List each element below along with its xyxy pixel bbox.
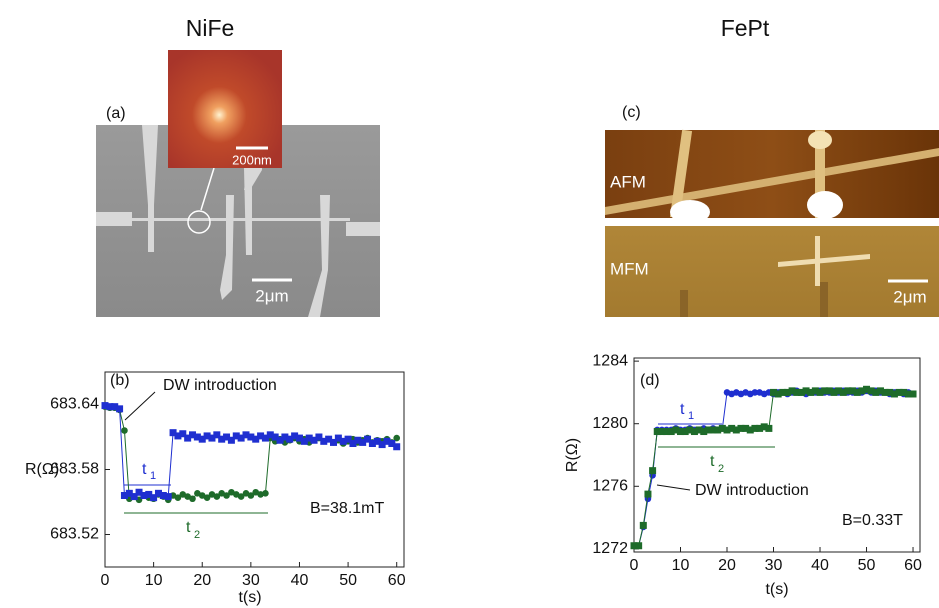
t1-sub: 1 bbox=[150, 470, 156, 482]
x-tick-label: 0 bbox=[101, 572, 110, 589]
point bbox=[910, 390, 917, 397]
x-tick-label: 50 bbox=[858, 557, 876, 574]
point bbox=[121, 427, 128, 434]
y-tick-label: 683.52 bbox=[50, 526, 99, 543]
scale-label: 2μm bbox=[893, 287, 926, 306]
y-tick-label: 1284 bbox=[592, 352, 628, 369]
panel-label: (d) bbox=[640, 372, 660, 389]
panel-label: (c) bbox=[622, 104, 641, 121]
x-tick-label: 10 bbox=[145, 572, 163, 589]
x-tick-label: 10 bbox=[672, 557, 690, 574]
point bbox=[393, 443, 400, 450]
x-axis-label: t(s) bbox=[765, 581, 788, 598]
y-tick-label: 683.64 bbox=[50, 396, 99, 413]
x-tick-label: 30 bbox=[242, 572, 260, 589]
t1-label: t bbox=[680, 401, 685, 418]
t2-label: t bbox=[186, 519, 191, 536]
point bbox=[165, 493, 172, 500]
y-axis-label: R(Ω) bbox=[564, 438, 581, 472]
t2-sub: 2 bbox=[194, 529, 200, 541]
x-tick-label: 60 bbox=[388, 572, 406, 589]
x-tick-label: 40 bbox=[291, 572, 309, 589]
image-label: AFM bbox=[610, 172, 646, 191]
image-label: MFM bbox=[610, 259, 649, 278]
field-label: B=38.1mT bbox=[310, 500, 384, 517]
series-line bbox=[105, 406, 397, 498]
x-tick-label: 60 bbox=[904, 557, 922, 574]
x-tick-label: 50 bbox=[339, 572, 357, 589]
annotation: DW introduction bbox=[695, 482, 809, 499]
scale-label: 200nm bbox=[232, 152, 272, 167]
y-tick-label: 1272 bbox=[592, 540, 628, 557]
point bbox=[116, 405, 123, 412]
point bbox=[640, 522, 647, 529]
panel-label: (b) bbox=[110, 372, 130, 389]
point bbox=[635, 542, 642, 549]
x-tick-label: 40 bbox=[811, 557, 829, 574]
mfm-image bbox=[605, 226, 939, 317]
point bbox=[765, 425, 772, 432]
panel-title: FePt bbox=[721, 15, 770, 41]
point bbox=[262, 490, 269, 497]
mfm-inset bbox=[168, 50, 282, 168]
x-tick-label: 30 bbox=[765, 557, 783, 574]
field-label: B=0.33T bbox=[842, 512, 903, 529]
x-tick-label: 0 bbox=[630, 557, 639, 574]
t2-label: t bbox=[710, 453, 715, 470]
x-tick-label: 20 bbox=[193, 572, 211, 589]
panel-title: NiFe bbox=[186, 15, 235, 41]
point bbox=[649, 467, 656, 474]
series-line bbox=[105, 407, 397, 500]
point bbox=[644, 491, 651, 498]
y-tick-label: 1276 bbox=[592, 478, 628, 495]
y-tick-label: 683.58 bbox=[50, 461, 99, 478]
x-axis-label: t(s) bbox=[238, 589, 261, 606]
annotation-arrow bbox=[657, 485, 690, 490]
y-tick-label: 1280 bbox=[592, 415, 628, 432]
x-tick-label: 20 bbox=[718, 557, 736, 574]
annotation-arrow bbox=[125, 392, 155, 420]
t2-sub: 2 bbox=[718, 463, 724, 475]
page: NiFe FePt 200nm 2μm (a) (c) AFM MFM 2μm bbox=[0, 0, 939, 608]
t1-sub: 1 bbox=[688, 410, 694, 422]
annotation: DW introduction bbox=[163, 377, 277, 394]
panel-label: (a) bbox=[106, 105, 126, 122]
figure: NiFe FePt 200nm 2μm (a) (c) AFM MFM 2μm bbox=[0, 0, 939, 608]
t1-label: t bbox=[142, 461, 147, 478]
point bbox=[189, 495, 196, 502]
scale-label: 2μm bbox=[255, 286, 288, 305]
